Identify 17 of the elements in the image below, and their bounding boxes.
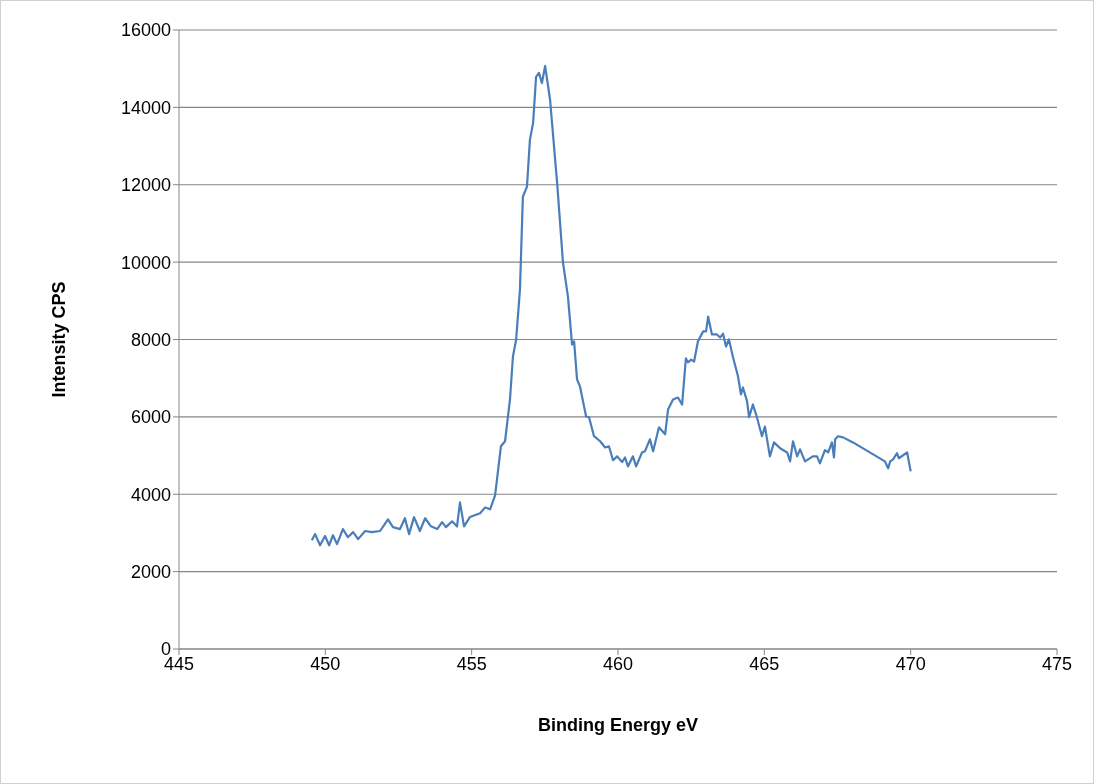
y-tick-label: 2000 <box>130 562 171 583</box>
y-tick-label: 8000 <box>130 329 171 350</box>
x-tick-label: 475 <box>1041 653 1073 674</box>
y-tick-label: 4000 <box>130 484 171 505</box>
x-axis-title: Binding Energy eV <box>537 715 699 735</box>
y-tick-label: 10000 <box>120 252 171 273</box>
line-series <box>310 64 912 547</box>
y-axis-title: Intensity CPS <box>49 281 70 398</box>
x-tick-label: 470 <box>895 653 926 674</box>
x-tick-label: 455 <box>456 653 487 674</box>
x-tick-label: 465 <box>749 653 780 674</box>
y-tick-label: 12000 <box>120 175 171 196</box>
y-tick-label: 16000 <box>120 20 171 41</box>
x-tick-label: 460 <box>602 653 634 674</box>
y-tick-label: 6000 <box>130 407 171 428</box>
x-tick-label: 450 <box>310 653 341 674</box>
y-tick-label: 14000 <box>120 97 171 118</box>
